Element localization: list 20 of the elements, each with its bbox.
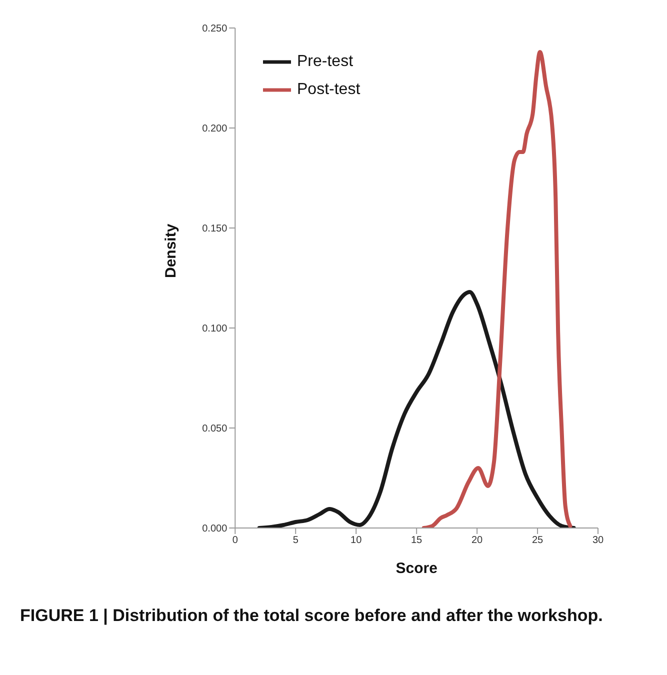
line-series (257, 290, 576, 528)
line-series (422, 50, 572, 528)
x-tick-label: 5 (292, 535, 299, 546)
y-tick-label: 0.150 (202, 224, 228, 235)
y-axis-title: Density (162, 223, 180, 278)
x-tick-label: 0 (232, 535, 238, 546)
x-axis-title: Score (396, 560, 438, 577)
y-tick-label: 0.200 (202, 124, 228, 135)
y-tick-label: 0.100 (202, 324, 228, 335)
legend-label: Post-test (297, 81, 360, 98)
x-tick-label: 15 (411, 535, 423, 546)
x-tick-label: 25 (532, 535, 544, 546)
x-tick-label: 10 (350, 535, 362, 546)
legend-label: Pre-test (297, 53, 354, 70)
x-tick-label: 20 (471, 535, 484, 546)
y-tick-label: 0.050 (202, 424, 228, 435)
y-tick-label: 0.000 (202, 524, 228, 535)
y-tick-label: 0.250 (202, 24, 228, 35)
caption: FIGURE 1 | Distribution of the total score before and after the workshop. (19, 605, 604, 626)
x-tick-label: 30 (592, 535, 604, 546)
